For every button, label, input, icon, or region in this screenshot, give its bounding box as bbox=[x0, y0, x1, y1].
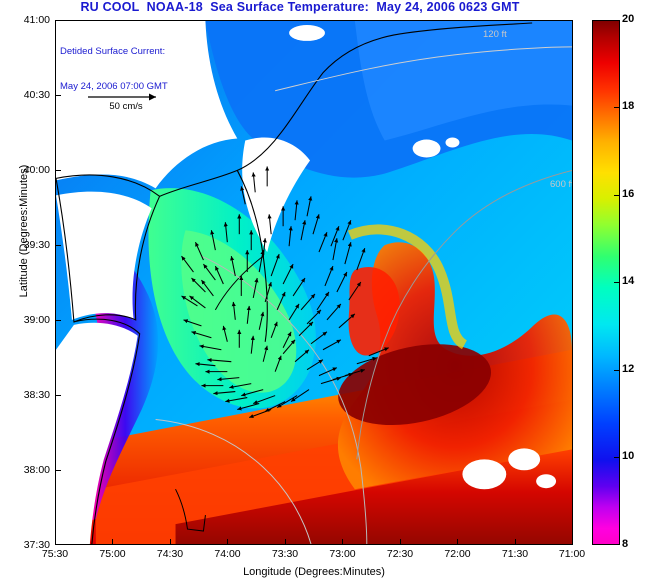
xtickmark-6 bbox=[400, 539, 401, 545]
xtickmark-8 bbox=[515, 539, 516, 545]
cbtickmark-5 bbox=[614, 457, 620, 458]
ytick-2: 40:00 bbox=[23, 164, 50, 176]
xtick-5: 73:00 bbox=[329, 548, 356, 560]
cbtick-14: 14 bbox=[622, 275, 635, 287]
ytick-7: 37:30 bbox=[23, 539, 50, 551]
xtick-3: 74:00 bbox=[214, 548, 241, 560]
ytickmark-3 bbox=[55, 245, 61, 246]
xtick-0: 75:30 bbox=[41, 548, 69, 560]
cbtickmark-1 bbox=[614, 107, 620, 108]
xtickmark-4 bbox=[285, 539, 286, 545]
xtickmark-3 bbox=[227, 539, 228, 545]
ytickmark-1 bbox=[55, 95, 61, 96]
xtick-6: 72:30 bbox=[386, 548, 414, 560]
cbtick-18: 18 bbox=[622, 100, 635, 112]
ytickmark-5 bbox=[55, 395, 61, 396]
cbtick-10: 10 bbox=[622, 450, 635, 462]
xtick-2: 74:30 bbox=[156, 548, 184, 560]
depth-contour-label-120ft: 120 ft bbox=[483, 29, 507, 40]
xtick-9: 71:00 bbox=[558, 548, 586, 560]
ytick-3: 39:30 bbox=[23, 239, 50, 251]
xtickmark-2 bbox=[170, 539, 171, 545]
latitude-axis-title: Latitude (Degrees:Minutes) bbox=[18, 164, 30, 298]
ytickmark-4 bbox=[55, 320, 61, 321]
velocity-scale-arrow bbox=[88, 93, 156, 101]
colorbar-tick-labels: 20 18 16 14 12 10 8 bbox=[622, 13, 650, 550]
cbtickmark-4 bbox=[614, 370, 620, 371]
ytick-6: 38:00 bbox=[23, 464, 50, 476]
longitude-axis-title: Longitude (Degrees:Minutes) bbox=[243, 566, 385, 578]
ytick-1: 40:30 bbox=[23, 89, 50, 101]
xtickmark-5 bbox=[342, 539, 343, 545]
cbtickmark-2 bbox=[614, 195, 620, 196]
cbtick-16: 16 bbox=[622, 188, 635, 200]
sst-map-plot: Detided Surface Current: May 24, 2006 07… bbox=[55, 20, 573, 545]
annotation-line-1: Detided Surface Current: bbox=[60, 46, 166, 58]
xtick-8: 71:30 bbox=[501, 548, 529, 560]
ytick-4: 39:00 bbox=[23, 314, 50, 326]
xtick-7: 72:00 bbox=[444, 548, 471, 560]
xtickmark-1 bbox=[112, 539, 113, 545]
cbtick-8: 8 bbox=[622, 538, 629, 550]
ytick-5: 38:30 bbox=[23, 389, 50, 401]
ytick-0: 41:00 bbox=[23, 14, 50, 26]
cbtickmark-3 bbox=[614, 282, 620, 283]
ytickmark-2 bbox=[55, 170, 61, 171]
sst-map-canvas bbox=[56, 21, 572, 544]
cbtick-20: 20 bbox=[622, 13, 635, 25]
annotation-line-2: May 24, 2006 07:00 GMT bbox=[60, 80, 168, 92]
xtick-1: 75:00 bbox=[99, 548, 126, 560]
longitude-axis: 75:30 75:00 74:30 74:00 73:30 73:00 72:3… bbox=[42, 548, 585, 564]
depth-contour-label-600ft: 600 ft bbox=[550, 179, 573, 190]
velocity-scale-label: 50 cm/s bbox=[109, 101, 143, 112]
page-title: RU COOL NOAA-18 Sea Surface Temperature:… bbox=[80, 0, 520, 14]
current-vector-field bbox=[181, 166, 389, 419]
latitude-axis: 41:00 40:30 40:00 39:30 39:00 38:30 38:0… bbox=[0, 14, 50, 551]
xtick-4: 73:30 bbox=[271, 548, 299, 560]
cbtick-12: 12 bbox=[622, 363, 635, 375]
xtickmark-7 bbox=[457, 539, 458, 545]
ytickmark-6 bbox=[55, 470, 61, 471]
current-annotation: Detided Surface Current: May 24, 2006 07… bbox=[60, 23, 168, 116]
